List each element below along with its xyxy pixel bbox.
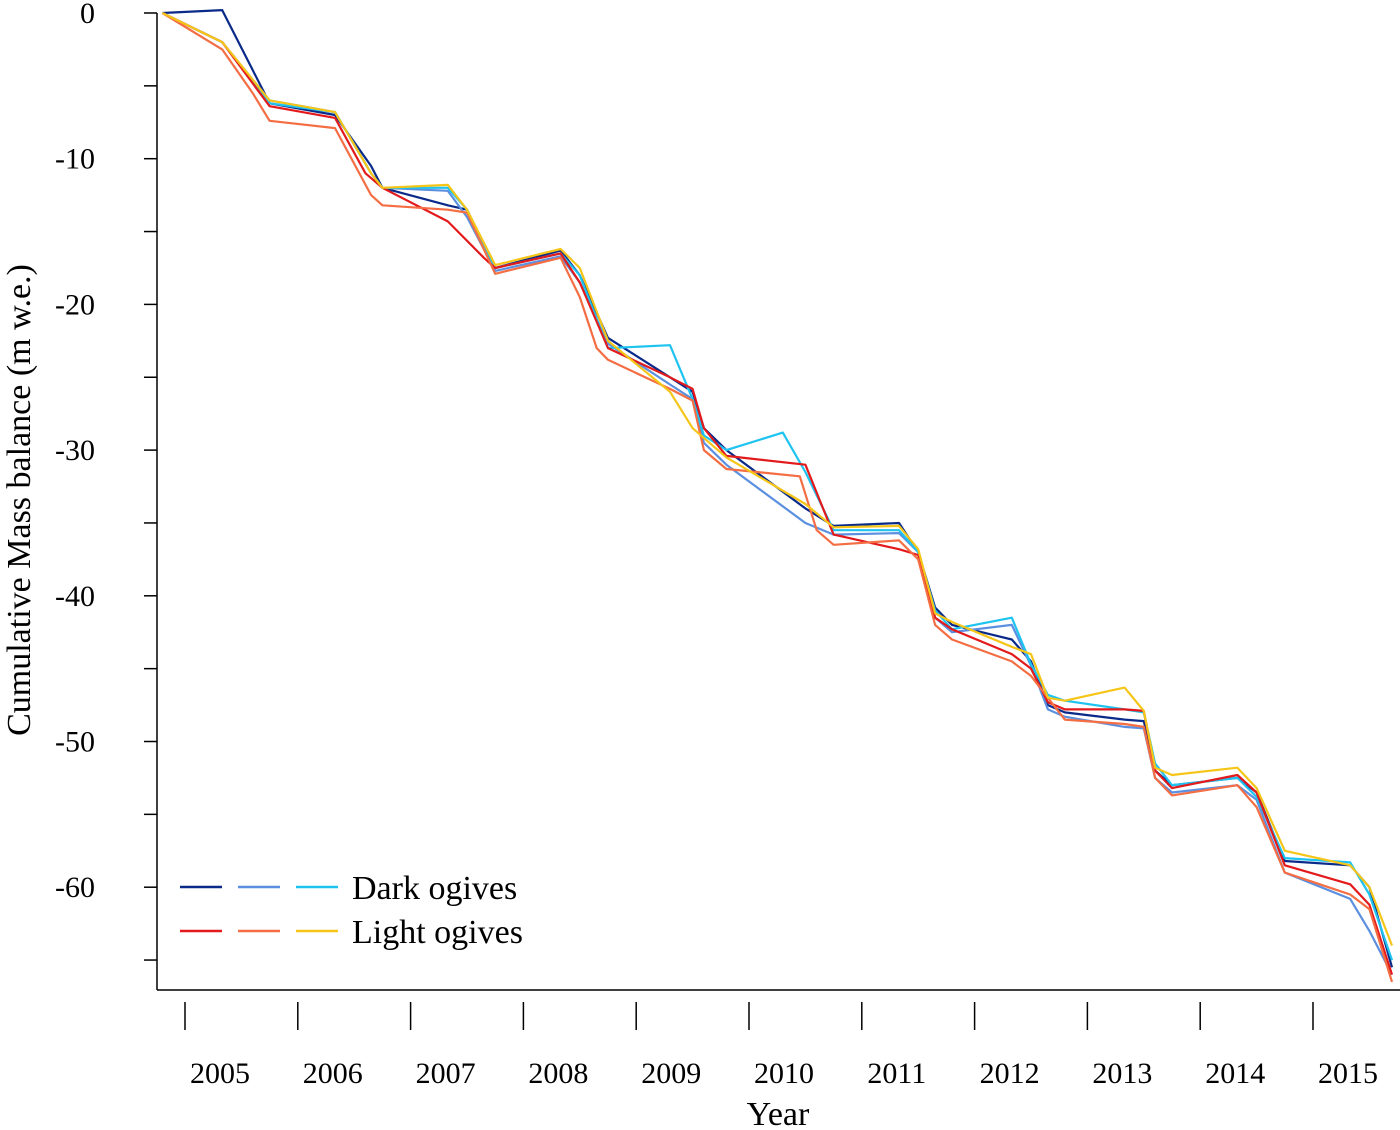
axes: 0 -10 -20 -30 -40 -50 -60 2005 2006 2007 2008 2009 2… (55, 0, 1400, 1090)
series-group (161, 9, 1394, 983)
series-line-2 (161, 12, 1393, 976)
y-tick-label: 0 (80, 0, 95, 30)
series-line-6 (161, 12, 1394, 946)
x-tick-label: 2013 (1092, 1057, 1152, 1090)
x-tick-label: 2007 (416, 1057, 476, 1090)
y-tick-label: -30 (55, 434, 95, 467)
x-tick-label: 2008 (528, 1057, 588, 1090)
legend: Dark ogives Light ogives (180, 870, 523, 951)
series-line-1 (162, 9, 1394, 968)
y-tick-label: -20 (55, 288, 95, 321)
y-tick-label: -40 (55, 580, 95, 613)
x-tick-label: 2012 (980, 1057, 1040, 1090)
x-tick-label: 2005 (190, 1057, 250, 1090)
y-axis-title: Cumulative Mass balance (m w.e.) (1, 264, 38, 736)
x-tick-label: 2006 (303, 1057, 363, 1090)
y-tick-label: -10 (55, 143, 95, 176)
x-tick-label: 2015 (1318, 1057, 1378, 1090)
series-line-3 (161, 12, 1394, 961)
x-tick-label: 2011 (867, 1057, 926, 1090)
y-tick-label: -60 (55, 871, 95, 904)
x-tick-label: 2014 (1205, 1057, 1265, 1090)
x-tick-label: 2010 (754, 1057, 814, 1090)
series-line-5 (161, 12, 1394, 983)
legend-label: Dark ogives (352, 870, 517, 907)
legend-label: Light ogives (352, 914, 523, 951)
series-line-4 (161, 12, 1394, 975)
y-tick-label: -50 (55, 726, 95, 759)
x-tick-label: 2009 (641, 1057, 701, 1090)
x-axis-title: Year (747, 1096, 810, 1130)
